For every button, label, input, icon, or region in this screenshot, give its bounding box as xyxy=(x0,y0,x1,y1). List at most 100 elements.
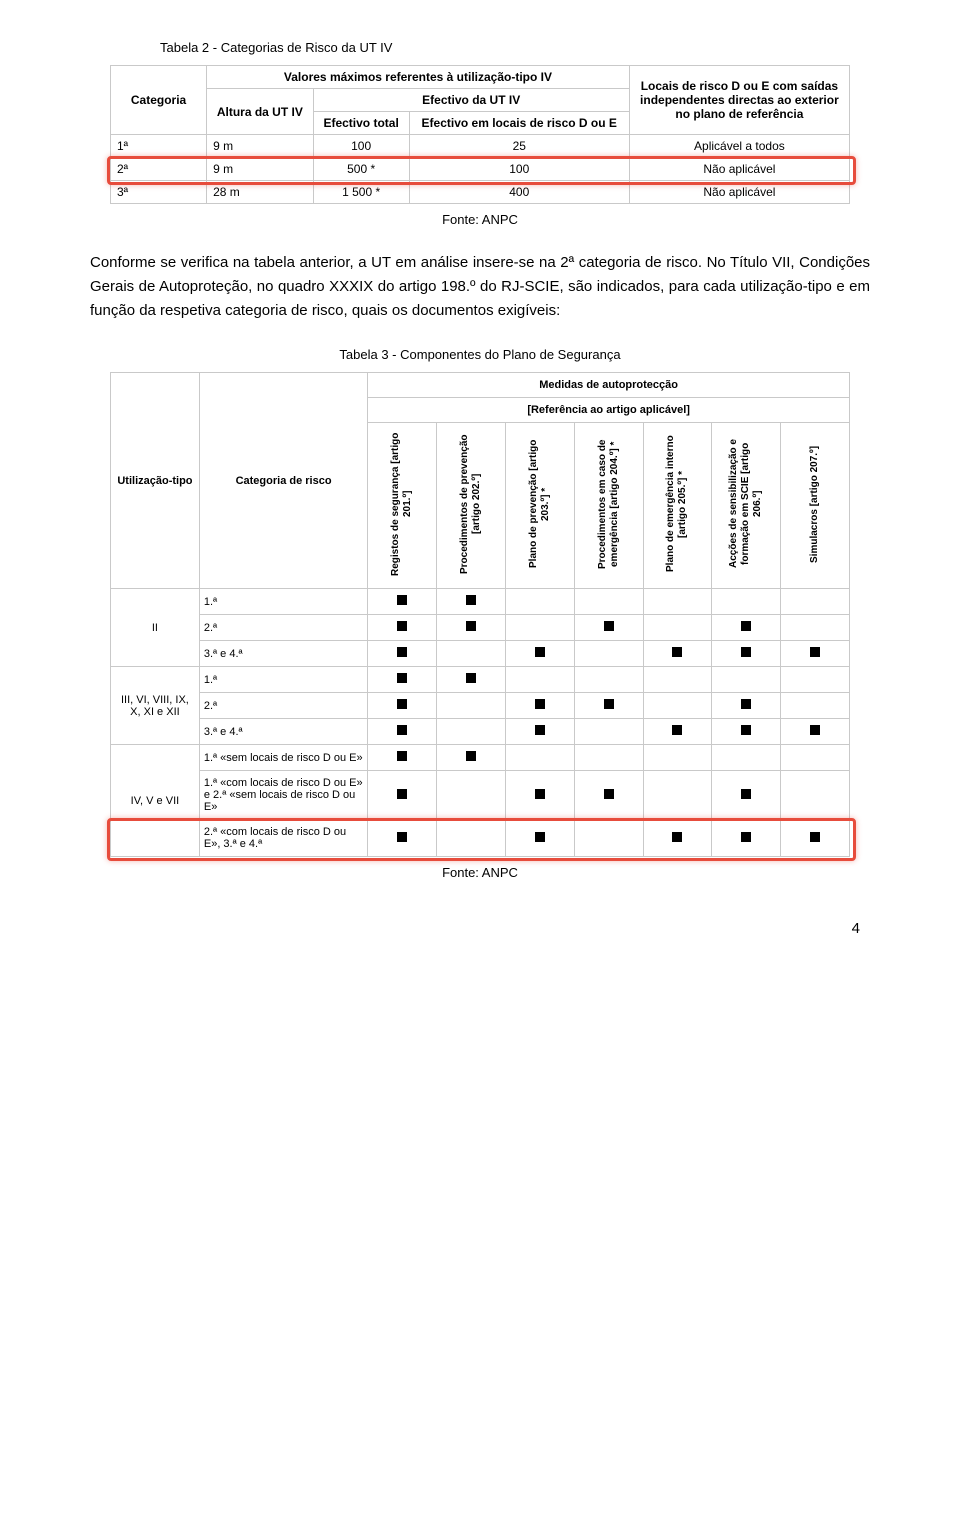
filled-square-icon xyxy=(466,595,476,605)
table1-cell: Não aplicável xyxy=(629,158,849,181)
t2-value-cell xyxy=(781,693,850,719)
t1-h-altura: Altura da UT IV xyxy=(207,89,313,135)
t1-h-locais: Locais de risco D ou E com saídas indepe… xyxy=(629,66,849,135)
table2-row: 2.ª xyxy=(111,693,850,719)
filled-square-icon xyxy=(397,789,407,799)
filled-square-icon xyxy=(672,832,682,842)
filled-square-icon xyxy=(535,647,545,657)
filled-square-icon xyxy=(535,699,545,709)
t2-value-cell xyxy=(712,745,781,771)
t2-value-cell xyxy=(505,693,574,719)
filled-square-icon xyxy=(397,673,407,683)
t1-h-efectivo: Efectivo da UT IV xyxy=(313,89,629,112)
t2-col-header: Plano de emergência interno [artigo 205.… xyxy=(643,423,712,589)
t2-value-cell xyxy=(505,667,574,693)
t2-cat-cell: 1.ª «sem locais de risco D ou E» xyxy=(199,745,367,771)
t2-value-cell xyxy=(712,641,781,667)
filled-square-icon xyxy=(672,725,682,735)
table2-row: 1.ª «com locais de risco D ou E» e 2.ª «… xyxy=(111,771,850,820)
t2-value-cell xyxy=(781,641,850,667)
filled-square-icon xyxy=(741,699,751,709)
table1-row: 1ª9 m10025Aplicável a todos xyxy=(111,135,850,158)
t2-value-cell xyxy=(505,615,574,641)
t2-value-cell xyxy=(574,641,643,667)
t2-value-cell xyxy=(368,589,437,615)
t2-value-cell xyxy=(505,641,574,667)
t2-value-cell xyxy=(505,719,574,745)
t1-h-valores: Valores máximos referentes à utilização-… xyxy=(207,66,630,89)
t2-value-cell xyxy=(781,745,850,771)
t2-value-cell xyxy=(574,667,643,693)
t2-h-utilizacao: Utilização-tipo xyxy=(111,373,200,589)
table1-cell: 100 xyxy=(313,135,409,158)
t2-value-cell xyxy=(712,693,781,719)
table1-cell: 25 xyxy=(409,135,629,158)
t2-h-ref: [Referência ao artigo aplicável] xyxy=(368,398,850,423)
t2-col-header: Plano de prevenção [artigo 203.º] * xyxy=(505,423,574,589)
t2-value-cell xyxy=(712,667,781,693)
t2-value-cell xyxy=(437,719,506,745)
t2-value-cell xyxy=(368,693,437,719)
t2-value-cell xyxy=(643,641,712,667)
filled-square-icon xyxy=(741,789,751,799)
t1-h-categoria: Categoria xyxy=(111,66,207,135)
t2-value-cell xyxy=(781,667,850,693)
t2-col-header: Procedimentos em caso de emergência [art… xyxy=(574,423,643,589)
t2-value-cell xyxy=(712,820,781,857)
table1-row: 3ª28 m1 500 *400Não aplicável xyxy=(111,181,850,204)
table1-cell: 100 xyxy=(409,158,629,181)
t2-col-header: Simulacros [artigo 207.º] xyxy=(781,423,850,589)
t2-value-cell xyxy=(368,641,437,667)
table2-row: III, VI, VIII, IX, X, XI e XII1.ª xyxy=(111,667,850,693)
t2-value-cell xyxy=(437,615,506,641)
table1-cell: 3ª xyxy=(111,181,207,204)
body-paragraph: Conforme se verifica na tabela anterior,… xyxy=(90,251,870,323)
table1-cell: 2ª xyxy=(111,158,207,181)
table2-wrapper: Utilização-tipo Categoria de risco Medid… xyxy=(110,372,850,857)
t2-value-cell xyxy=(643,667,712,693)
table2-source: Fonte: ANPC xyxy=(90,865,870,880)
t2-value-cell xyxy=(712,771,781,820)
table2-row: IV, V e VII1.ª «sem locais de risco D ou… xyxy=(111,745,850,771)
filled-square-icon xyxy=(741,725,751,735)
t2-value-cell xyxy=(781,719,850,745)
t2-value-cell xyxy=(437,693,506,719)
t2-cat-cell: 2.ª «com locais de risco D ou E», 3.ª e … xyxy=(199,820,367,857)
table1-cell: 28 m xyxy=(207,181,313,204)
t2-value-cell xyxy=(574,589,643,615)
filled-square-icon xyxy=(604,621,614,631)
t2-value-cell xyxy=(712,615,781,641)
t2-value-cell xyxy=(712,719,781,745)
t2-cat-cell: 1.ª xyxy=(199,667,367,693)
t2-value-cell xyxy=(574,820,643,857)
filled-square-icon xyxy=(466,751,476,761)
filled-square-icon xyxy=(535,832,545,842)
t2-value-cell xyxy=(505,589,574,615)
table1-cell: 1 500 * xyxy=(313,181,409,204)
t2-cat-cell: 1.ª xyxy=(199,589,367,615)
t2-value-cell xyxy=(437,771,506,820)
t2-value-cell xyxy=(437,589,506,615)
t2-value-cell xyxy=(368,667,437,693)
table1-caption: Tabela 2 - Categorias de Risco da UT IV xyxy=(160,40,870,55)
filled-square-icon xyxy=(672,647,682,657)
table1-cell: 400 xyxy=(409,181,629,204)
filled-square-icon xyxy=(466,673,476,683)
filled-square-icon xyxy=(741,647,751,657)
t2-tipo-cell: II xyxy=(111,589,200,667)
t2-value-cell xyxy=(574,615,643,641)
filled-square-icon xyxy=(397,751,407,761)
t2-value-cell xyxy=(505,771,574,820)
filled-square-icon xyxy=(604,789,614,799)
t2-tipo-cell: III, VI, VIII, IX, X, XI e XII xyxy=(111,667,200,745)
t2-value-cell xyxy=(574,719,643,745)
filled-square-icon xyxy=(397,699,407,709)
t2-col-header: Registos de segurança [artigo 201.º] xyxy=(368,423,437,589)
filled-square-icon xyxy=(535,725,545,735)
table1-cell: 9 m xyxy=(207,135,313,158)
t2-value-cell xyxy=(437,641,506,667)
table1: Categoria Valores máximos referentes à u… xyxy=(110,65,850,204)
t2-h-medidas: Medidas de autoprotecção xyxy=(368,373,850,398)
t2-value-cell xyxy=(437,745,506,771)
table1-source: Fonte: ANPC xyxy=(90,212,870,227)
